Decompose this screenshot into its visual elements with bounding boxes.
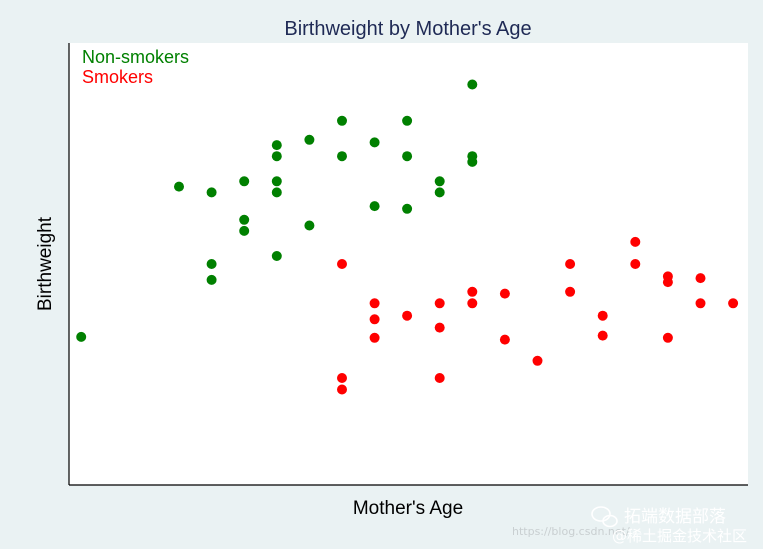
point-smokers-27 bbox=[728, 298, 739, 309]
point-non-smokers-1 bbox=[76, 331, 87, 342]
point-non-smokers-16 bbox=[337, 115, 347, 126]
point-non-smokers-17 bbox=[337, 151, 347, 162]
point-smokers-11 bbox=[467, 286, 478, 297]
point-smokers-2 bbox=[337, 373, 347, 383]
point-non-smokers-24 bbox=[434, 187, 445, 198]
point-smokers-17 bbox=[565, 286, 576, 297]
point-non-smokers-20 bbox=[402, 115, 413, 126]
point-non-smokers-18 bbox=[369, 137, 380, 148]
watermark-url: https://blog.csdn.net/ bbox=[512, 525, 630, 538]
point-smokers-12 bbox=[467, 298, 478, 309]
point-smokers-4 bbox=[369, 298, 380, 309]
point-non-smokers-5 bbox=[206, 274, 217, 285]
watermark: https://blog.csdn.net/ 拓端数据部落 @稀土掘金技术社区 bbox=[512, 506, 747, 545]
point-smokers-26 bbox=[695, 298, 706, 309]
point-non-smokers-11 bbox=[271, 176, 282, 187]
legend-entry-non-smokers: Non-smokers bbox=[82, 47, 189, 67]
point-non-smokers-13 bbox=[271, 251, 282, 261]
plot-area bbox=[69, 43, 748, 485]
point-non-smokers-3 bbox=[206, 187, 217, 198]
point-smokers-16 bbox=[565, 259, 576, 269]
point-smokers-15 bbox=[532, 355, 543, 366]
point-smokers-3 bbox=[337, 384, 347, 395]
point-smokers-25 bbox=[695, 273, 706, 284]
point-non-smokers-4 bbox=[206, 259, 217, 269]
point-smokers-13 bbox=[499, 288, 510, 299]
point-smokers-20 bbox=[630, 236, 641, 247]
data-points bbox=[76, 79, 739, 395]
point-non-smokers-8 bbox=[239, 225, 250, 236]
point-non-smokers-25 bbox=[467, 79, 478, 90]
watermark-community: @稀土掘金技术社区 bbox=[612, 527, 747, 545]
point-non-smokers-6 bbox=[239, 176, 250, 187]
point-smokers-9 bbox=[434, 322, 445, 333]
point-smokers-5 bbox=[369, 314, 380, 325]
point-non-smokers-23 bbox=[434, 176, 445, 187]
watermark-brand: 拓端数据部落 bbox=[624, 507, 726, 527]
x-axis-label: Mother's Age bbox=[353, 498, 463, 519]
y-axis-label: Birthweight bbox=[35, 216, 56, 311]
point-smokers-7 bbox=[402, 310, 413, 321]
point-smokers-21 bbox=[630, 259, 641, 269]
point-non-smokers-2 bbox=[174, 181, 184, 192]
point-non-smokers-7 bbox=[239, 214, 250, 225]
wechat-logo-icon bbox=[591, 506, 618, 528]
point-smokers-8 bbox=[434, 298, 445, 309]
legend: Non-smokers Smokers bbox=[82, 47, 189, 87]
legend-entry-smokers: Smokers bbox=[82, 67, 153, 87]
point-smokers-6 bbox=[369, 332, 380, 343]
point-smokers-18 bbox=[597, 310, 608, 321]
point-smokers-10 bbox=[434, 373, 445, 383]
chart-title: Birthweight by Mother's Age bbox=[284, 18, 531, 40]
point-non-smokers-12 bbox=[271, 187, 282, 198]
point-non-smokers-15 bbox=[304, 220, 315, 231]
point-non-smokers-22 bbox=[402, 203, 413, 214]
point-non-smokers-9 bbox=[271, 140, 282, 151]
point-non-smokers-27 bbox=[467, 156, 478, 167]
point-smokers-23 bbox=[662, 277, 673, 288]
point-smokers-1 bbox=[337, 259, 347, 269]
point-non-smokers-21 bbox=[402, 151, 413, 162]
point-non-smokers-14 bbox=[304, 134, 315, 145]
point-smokers-24 bbox=[662, 332, 673, 343]
point-non-smokers-19 bbox=[369, 201, 380, 212]
point-smokers-19 bbox=[597, 330, 608, 341]
point-smokers-14 bbox=[499, 334, 510, 345]
point-non-smokers-10 bbox=[271, 151, 282, 162]
